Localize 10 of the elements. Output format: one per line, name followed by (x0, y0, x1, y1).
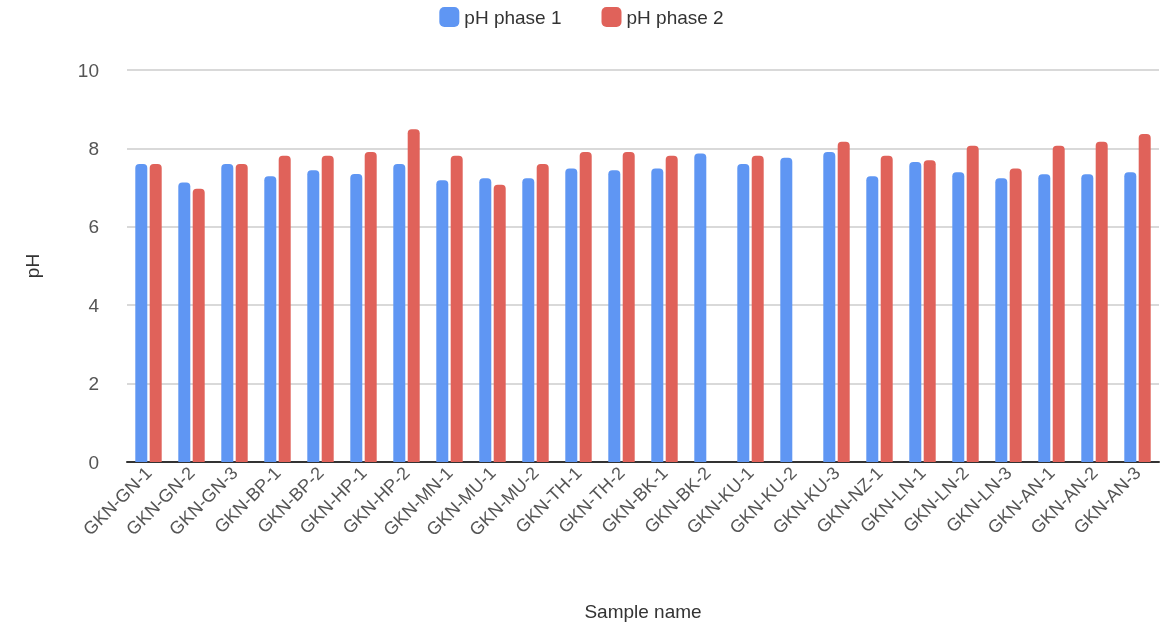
y-tick-label: 6 (88, 216, 99, 238)
legend-label: pH phase 1 (464, 6, 562, 28)
legend-label: pH phase 2 (626, 6, 724, 28)
y-tick-label: 10 (77, 59, 99, 81)
y-tick-label: 4 (88, 294, 100, 316)
y-tick-label: 8 (88, 137, 99, 159)
y-tick-label: 2 (88, 373, 99, 395)
x-axis-title: Sample name (584, 601, 702, 622)
y-axis-title: pH (22, 253, 43, 279)
y-tick-label: 0 (88, 451, 99, 473)
